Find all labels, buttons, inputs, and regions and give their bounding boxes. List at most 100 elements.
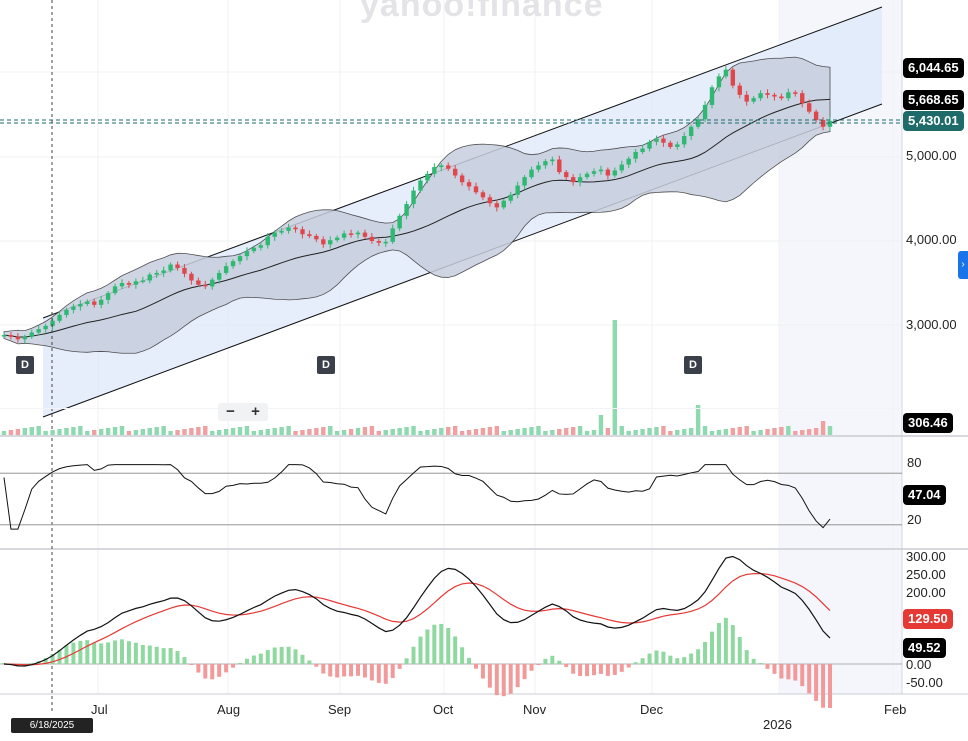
candle-body — [1, 335, 7, 337]
volume-bar — [411, 426, 416, 435]
volume-bar — [682, 429, 687, 435]
volume-bar — [293, 431, 298, 435]
macd-histogram-bar — [50, 654, 55, 664]
volume-bar — [196, 427, 201, 435]
candle-body — [813, 111, 819, 121]
macd-line — [3, 555, 831, 667]
macd-tick-250: 250.00 — [906, 567, 946, 582]
volume-bar — [85, 431, 90, 435]
volume-bar — [633, 430, 638, 435]
macd-histogram-bar — [244, 658, 249, 664]
macd-histogram-bar — [196, 664, 201, 673]
candle-body — [487, 197, 493, 204]
macd-histogram-bar — [43, 657, 48, 664]
volume-bar — [328, 426, 333, 435]
volume-bar — [806, 429, 812, 435]
volume-bar — [619, 426, 624, 435]
candle-body — [633, 151, 638, 159]
zoom-controls: − + — [218, 403, 268, 421]
volume-bar — [272, 428, 277, 435]
macd-histogram-bar — [723, 617, 728, 664]
volume-bar — [50, 430, 55, 435]
candle-body — [744, 94, 749, 102]
volume-bar — [126, 431, 132, 435]
candle-body — [446, 165, 451, 169]
candle-body — [584, 173, 590, 178]
candle-body — [314, 235, 319, 240]
volume-bar — [92, 430, 97, 435]
candle-body — [598, 169, 604, 172]
dividend-event-badge[interactable]: D — [16, 356, 34, 374]
candle-body — [98, 299, 104, 305]
candle-body — [737, 85, 742, 95]
volume-bar — [466, 430, 472, 435]
x-label-oct: Oct — [433, 702, 454, 717]
macd-histogram-bar — [376, 664, 381, 683]
candle-body — [119, 283, 125, 287]
macd-histogram-bar — [210, 664, 215, 680]
macd-histogram-bar — [585, 664, 590, 677]
volume-bar — [793, 431, 798, 435]
volume-bar — [57, 429, 62, 435]
macd-histogram-bar — [293, 649, 298, 664]
volume-bar — [772, 428, 777, 435]
candle-body — [439, 165, 444, 168]
candle-body — [758, 93, 763, 99]
volume-bar — [133, 430, 139, 435]
macd-histogram-bar — [751, 658, 756, 664]
candle-body — [168, 264, 173, 271]
x-label-dec: Dec — [640, 702, 664, 717]
yahoo-finance-watermark: yahoo!finance — [360, 0, 604, 24]
macd-histogram-bar — [793, 664, 798, 681]
macd-histogram-bar — [661, 651, 666, 664]
candle-body — [161, 270, 166, 273]
volume-bar — [189, 428, 194, 435]
candle-body — [376, 241, 382, 243]
dividend-event-badge[interactable]: D — [317, 356, 335, 374]
dividend-event-badge[interactable]: D — [684, 356, 702, 374]
volume-bar — [550, 430, 555, 435]
volume-bar — [244, 426, 250, 435]
candle-body — [251, 247, 257, 252]
macd-histogram-bar — [168, 647, 173, 664]
volume-bar — [716, 430, 722, 435]
macd-histogram-bar — [425, 629, 430, 664]
candle-body — [175, 264, 180, 268]
candle-body — [682, 136, 687, 145]
macd-histogram-bar — [772, 664, 777, 674]
x-label-aug: Aug — [217, 702, 241, 717]
candle-body — [258, 245, 264, 248]
macd-histogram-bar — [224, 664, 229, 673]
volume-bar — [22, 428, 28, 435]
macd-histogram-bar — [120, 639, 124, 664]
volume-bar — [29, 427, 34, 435]
x-label-2026: 2026 — [763, 717, 792, 732]
expand-panel-handle[interactable]: › — [958, 251, 968, 279]
zoom-in-button[interactable]: + — [251, 403, 260, 420]
macd-histogram-bar — [814, 664, 819, 701]
volume-bar — [661, 426, 666, 435]
price-tag-middle-band: 5,668.65 — [903, 90, 964, 110]
candle-body — [8, 335, 14, 337]
candle-body — [36, 329, 41, 333]
macd-histogram-bar — [536, 664, 541, 665]
zoom-out-button[interactable]: − — [226, 403, 235, 420]
candle-body — [362, 232, 368, 237]
macd-histogram-bar — [578, 664, 583, 677]
volume-bar — [508, 430, 513, 435]
volume-bar — [355, 428, 361, 435]
macd-histogram-bar — [689, 653, 694, 664]
macd-histogram-bar — [654, 650, 659, 664]
crosshair-date-label: 6/18/2025 — [11, 718, 93, 733]
volume-bar — [730, 428, 736, 435]
candle-body — [237, 256, 243, 262]
macd-histogram-bar — [515, 664, 520, 688]
candle-body — [112, 286, 118, 294]
macd-histogram-bar — [182, 657, 187, 664]
candle-body — [557, 159, 562, 173]
volume-bar — [119, 426, 125, 435]
candle-body — [418, 180, 423, 191]
volume-bar — [480, 428, 486, 435]
volume-bar — [744, 426, 749, 435]
